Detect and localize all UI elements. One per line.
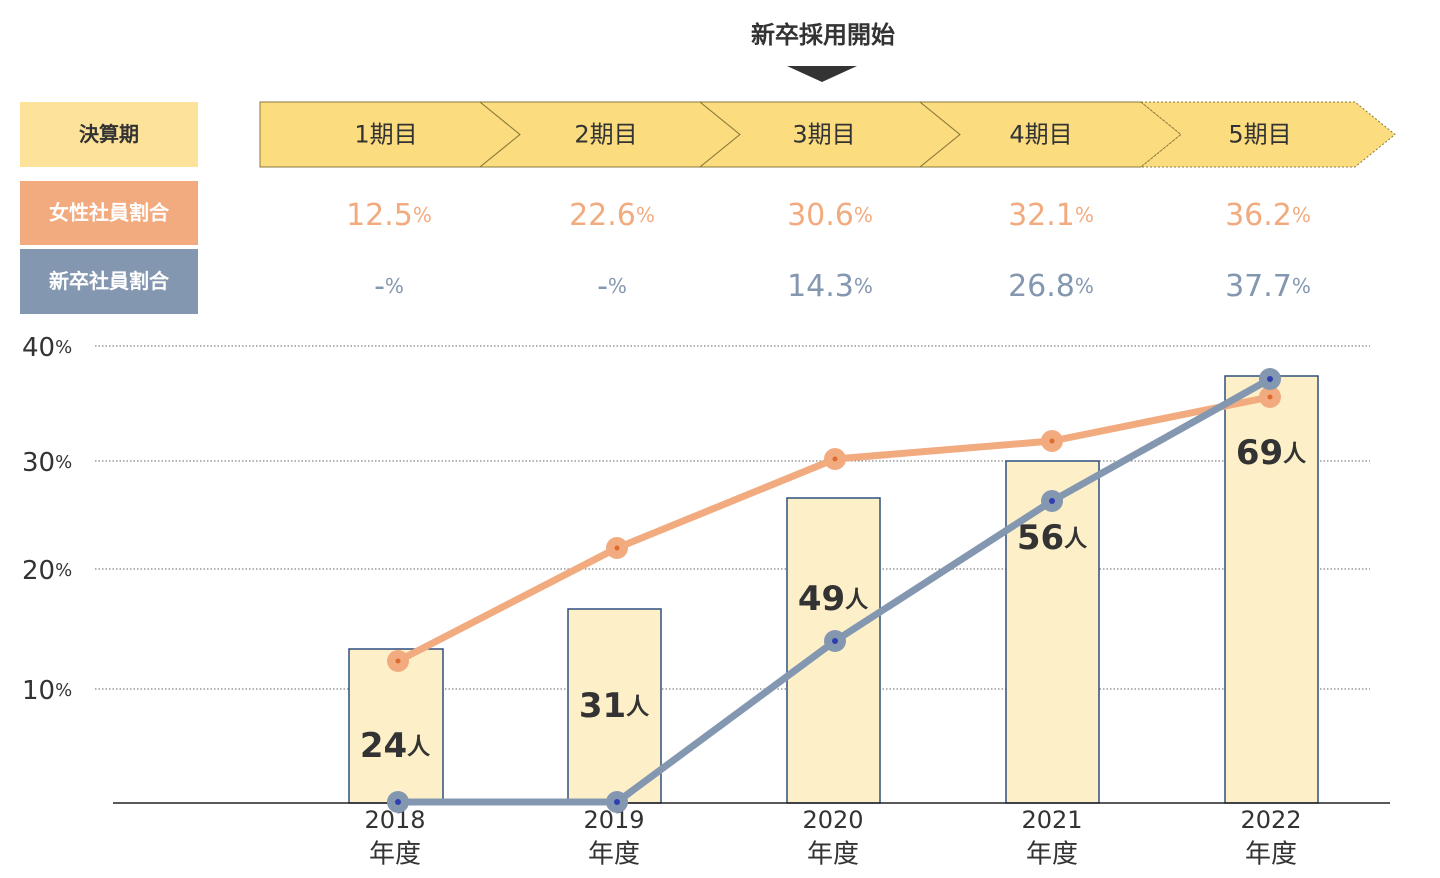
x-tick-unit-1: 年度 — [369, 840, 421, 870]
new-grad-ratio-value-3: 14.3% — [787, 269, 873, 304]
x-tick-unit-5: 年度 — [1245, 840, 1297, 870]
period-label-1: 1期目 — [354, 121, 417, 149]
female-ratio-point-center-4 — [1049, 438, 1055, 444]
period-row-label-box — [20, 102, 198, 167]
bar-value-label-3: 49人 — [798, 579, 869, 619]
x-tick-year-4: 2021 — [1021, 806, 1082, 834]
bar-2 — [567, 608, 662, 804]
female-ratio-value-5: 36.2% — [1225, 198, 1311, 233]
new-grad-ratio-point-center-4 — [1049, 498, 1055, 504]
female-ratio-value-3: 30.6% — [787, 198, 873, 233]
y-tick-label-20: 20% — [22, 556, 72, 586]
new-grad-ratio-value-5: 37.7% — [1225, 269, 1311, 304]
new-grad-ratio-point-center-3 — [832, 638, 838, 644]
bar-value-label-4: 56人 — [1017, 518, 1088, 558]
x-tick-unit-3: 年度 — [807, 840, 859, 870]
bar-value-label-1: 24人 — [360, 726, 431, 766]
female-ratio-row-label: 女性社員割合 — [49, 201, 170, 225]
period-label-4: 4期目 — [1009, 121, 1072, 149]
y-tick-label-30: 30% — [22, 448, 72, 478]
period-label-3: 3期目 — [792, 121, 855, 149]
new-grad-ratio-row-label-box — [20, 249, 198, 314]
new-grad-ratio-point-center-1 — [395, 799, 401, 805]
new-grad-ratio-value-2: -% — [597, 269, 627, 304]
period-label-5: 5期目 — [1228, 121, 1291, 149]
bar-5 — [1224, 375, 1319, 804]
female-ratio-point-center-3 — [832, 456, 838, 462]
female-ratio-point-center-5 — [1267, 394, 1273, 400]
new-grad-ratio-value-4: 26.8% — [1008, 269, 1094, 304]
x-tick-year-5: 2022 — [1240, 806, 1301, 834]
female-ratio-value-4: 32.1% — [1008, 198, 1094, 233]
y-tick-label-10: 10% — [22, 676, 72, 706]
y-tick-label-40: 40% — [22, 333, 72, 363]
female-ratio-row-label-box — [20, 181, 198, 245]
female-ratio-point-center-2 — [614, 545, 620, 551]
new-grad-ratio-point-center-5 — [1267, 376, 1273, 382]
x-tick-unit-4: 年度 — [1026, 840, 1078, 870]
x-tick-unit-2: 年度 — [588, 840, 640, 870]
period-label-2: 2期目 — [574, 121, 637, 149]
new-grad-ratio-point-center-2 — [614, 799, 620, 805]
bar-value-label-5: 69人 — [1236, 433, 1307, 473]
new-grad-ratio-value-1: -% — [374, 269, 404, 304]
bar-4 — [1005, 460, 1100, 804]
milestone-arrow-icon — [787, 66, 857, 82]
female-ratio-value-1: 12.5% — [346, 198, 432, 233]
female-ratio-point-center-1 — [395, 658, 401, 664]
female-ratio-value-2: 22.6% — [569, 198, 655, 233]
period-row-label: 決算期 — [79, 122, 139, 146]
period-chevron-5 — [1139, 101, 1396, 168]
milestone-label: 新卒採用開始 — [751, 21, 895, 49]
bar-1 — [348, 648, 444, 804]
x-tick-year-3: 2020 — [802, 806, 863, 834]
bar-value-label-2: 31人 — [579, 686, 650, 726]
new-grad-ratio-row-label: 新卒社員割合 — [49, 269, 170, 293]
